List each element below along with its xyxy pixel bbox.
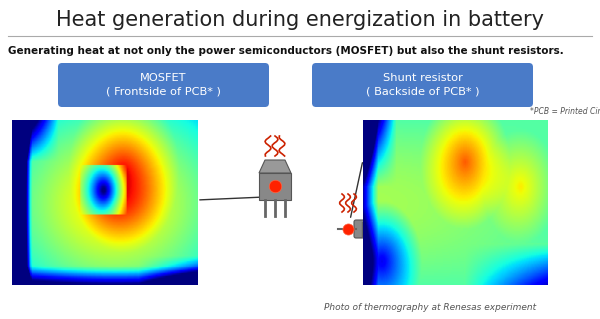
FancyBboxPatch shape (354, 220, 382, 238)
Text: Heat generation during energization in battery: Heat generation during energization in b… (56, 10, 544, 30)
Text: Generating heat at not only the power semiconductors (MOSFET) but also the shunt: Generating heat at not only the power se… (8, 46, 564, 56)
Text: Photo of thermography at Renesas experiment: Photo of thermography at Renesas experim… (324, 303, 536, 313)
Text: MOSFET
( Frontside of PCB* ): MOSFET ( Frontside of PCB* ) (106, 73, 221, 97)
Text: Shunt resistor
( Backside of PCB* ): Shunt resistor ( Backside of PCB* ) (366, 73, 479, 97)
FancyBboxPatch shape (58, 63, 269, 107)
Text: *PCB = Printed Circuit Board: *PCB = Printed Circuit Board (530, 108, 600, 116)
FancyBboxPatch shape (312, 63, 533, 107)
Polygon shape (259, 160, 291, 173)
Polygon shape (259, 173, 291, 200)
